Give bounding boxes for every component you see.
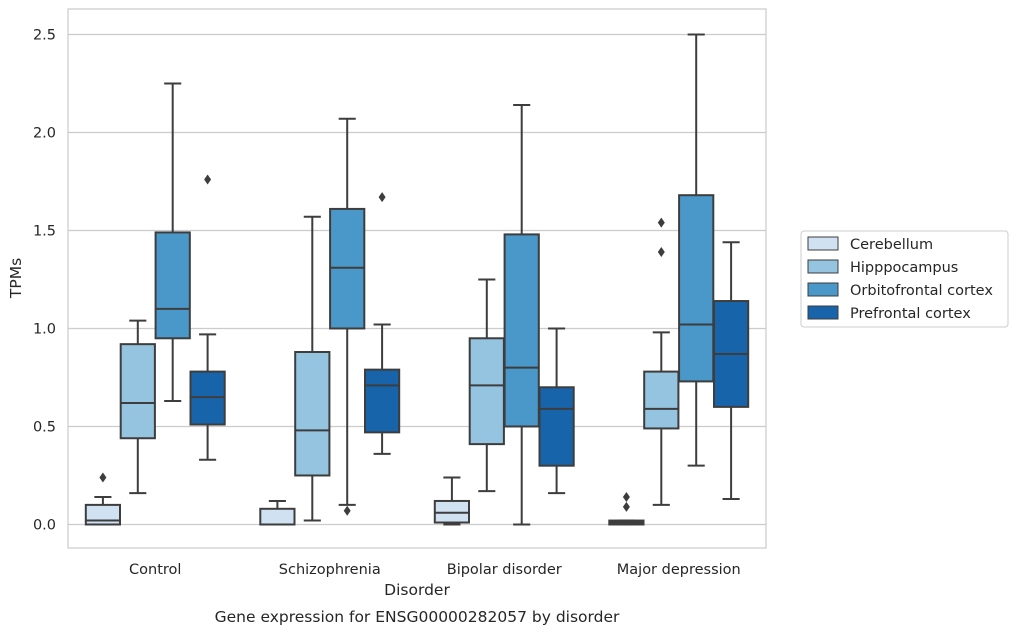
box <box>503 233 540 428</box>
box-group <box>154 82 191 402</box>
y-tick-label: 0.5 <box>33 419 56 435</box>
x-tick-label: Bipolar disorder <box>447 562 562 578</box>
legend-label: Hipppocampus <box>850 260 958 276</box>
box <box>538 386 575 467</box>
box-group <box>678 33 715 467</box>
box-group <box>363 192 401 455</box>
y-tick-label: 1.0 <box>33 321 56 337</box>
y-tick-labels: 0.0 0.5 1.0 1.5 2.0 2.5 <box>33 27 56 533</box>
box-group <box>468 278 505 493</box>
box <box>154 231 191 340</box>
box-group <box>643 217 680 506</box>
box-group <box>294 215 331 522</box>
x-tick-labels: Control Schizophrenia Bipolar disorder Majo… <box>129 562 741 578</box>
outlier-point <box>657 217 665 228</box>
x-tick-label: Major depression <box>617 562 741 578</box>
y-tick-label: 2.0 <box>33 125 56 141</box>
legend-swatch <box>807 259 839 274</box>
y-tick-label: 1.5 <box>33 223 56 239</box>
outlier-point <box>378 192 386 203</box>
box <box>678 194 715 383</box>
series-cerebellum <box>84 472 645 526</box>
outlier-point <box>343 505 351 516</box>
legend-label: Orbitofrontal cortex <box>850 283 993 299</box>
outlier-point <box>622 492 630 503</box>
x-axis-label: Disorder <box>384 581 450 599</box>
outlier-point <box>657 247 665 258</box>
box <box>643 370 680 430</box>
box <box>468 337 505 446</box>
series-prefrontal-cortex <box>189 174 750 500</box>
box-group <box>538 327 575 495</box>
box <box>119 343 156 440</box>
box-group <box>608 492 645 526</box>
legend-frame <box>800 230 1009 328</box>
y-tick-label: 0.0 <box>33 517 56 533</box>
box-group <box>503 104 540 526</box>
legend-label: Cerebellum <box>850 237 933 253</box>
box-group <box>84 472 122 526</box>
box <box>363 368 401 434</box>
y-axis-label: TPMs <box>7 258 25 299</box>
legend: Cerebellum Hipppocampus Orbitofrontal cort… <box>800 230 1009 328</box>
box-series-group <box>84 33 750 526</box>
box-group <box>259 499 296 526</box>
box-group <box>189 174 226 461</box>
series-orbitofrontal-cortex <box>154 33 715 526</box>
legend-label: Prefrontal cortex <box>850 306 971 322</box>
box-group <box>433 476 471 526</box>
series-hipppocampus <box>119 215 680 522</box>
outlier-point <box>622 501 630 512</box>
plot-area-frame <box>67 8 767 549</box>
legend-swatch <box>807 236 839 251</box>
outlier-point <box>99 472 107 483</box>
box-group <box>119 319 156 495</box>
box <box>259 507 296 526</box>
x-tick-label: Schizophrenia <box>279 562 381 578</box>
x-tick-label: Control <box>129 562 181 578</box>
box-group <box>329 117 366 516</box>
legend-swatch <box>807 282 839 297</box>
box <box>294 351 331 477</box>
outlier-point <box>204 174 212 185</box>
legend-swatch <box>807 305 839 320</box>
chart-caption: Gene expression for ENSG00000282057 by d… <box>215 608 620 626</box>
box-group <box>712 241 750 500</box>
y-tick-label: 2.5 <box>33 27 56 43</box>
